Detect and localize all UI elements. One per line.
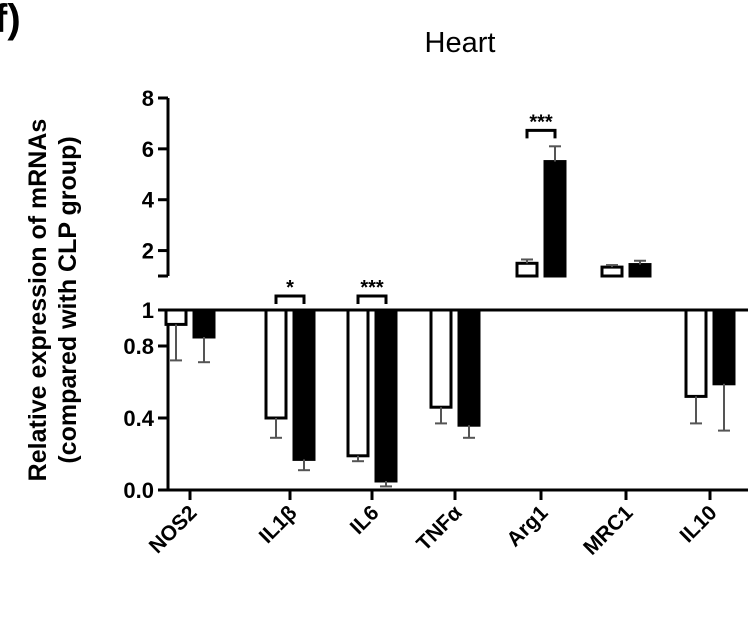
bar-IL1β-filled: [292, 308, 316, 461]
chart-title: Heart: [425, 27, 496, 59]
bar-IL6-filled: [374, 308, 398, 483]
y-tick-label: 8: [142, 86, 154, 111]
bar-Arg1-open: [515, 261, 539, 278]
significance-markers: * ******: [274, 111, 557, 304]
x-tick-label-MRC1: MRC1: [579, 501, 638, 560]
significance-bracket: [356, 294, 388, 304]
significance-label: *: [286, 277, 294, 299]
bar-MRC1-open: [600, 265, 624, 278]
y-axis-label: Relative expression of mRNAs (compared w…: [24, 119, 82, 482]
y-axis-label-line-1: Relative expression of mRNAs: [24, 119, 52, 482]
axes: [158, 96, 748, 500]
significance-bracket: [525, 128, 557, 139]
y-tick-label: 4: [142, 188, 155, 213]
x-tick-labels: NOS2 IL1β IL6 TNFα Arg1 MRC1 IL10: [145, 501, 722, 560]
significance-label: ***: [529, 111, 553, 133]
bar-NOS2-open: [164, 308, 188, 326]
significance-bracket: [274, 294, 306, 304]
y-tick-labels: 0.0 0.4 0.8 1 2 4 6 8: [123, 86, 154, 503]
bar-MRC1-filled: [628, 263, 652, 278]
bar-IL10-open: [684, 308, 708, 398]
y-axis-label-line-2: (compared with CLP group): [54, 136, 82, 463]
x-tick-label-Arg1: Arg1: [502, 501, 552, 551]
y-tick-label: 1: [142, 298, 154, 323]
y-tick-label: 0.8: [123, 334, 154, 359]
x-tick-label-TNFα: TNFα: [412, 501, 466, 555]
bar-NOS2-filled: [192, 308, 216, 339]
bar-IL10-filled: [712, 308, 736, 386]
bars: [164, 160, 736, 483]
bar-Arg1-filled: [543, 160, 567, 278]
y-tick-label: 6: [142, 137, 154, 162]
y-tick-label: 0.0: [123, 478, 154, 503]
x-tick-label-IL6: IL6: [346, 501, 384, 539]
significance-label: ***: [360, 277, 384, 299]
x-tick-label-IL10: IL10: [676, 501, 722, 547]
bar-TNFα-filled: [457, 308, 481, 427]
y-tick-label: 0.4: [123, 406, 154, 431]
panel-label: f): [0, 0, 21, 41]
error-bars: [170, 145, 730, 488]
bar-TNFα-open: [429, 308, 453, 409]
bar-IL6-open: [346, 308, 370, 458]
x-tick-label-IL1β: IL1β: [255, 501, 302, 548]
x-tick-label-NOS2: NOS2: [145, 501, 202, 558]
bar-IL1β-open: [264, 308, 288, 420]
y-tick-label: 2: [142, 239, 154, 264]
